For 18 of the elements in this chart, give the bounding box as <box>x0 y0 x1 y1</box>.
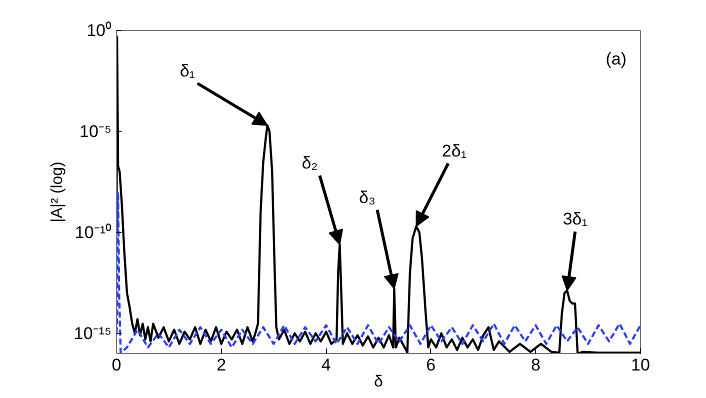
x-axis-title: δ <box>374 374 384 390</box>
y-tick-label: 10⁰ <box>86 21 112 40</box>
x-tick-label: 0 <box>112 356 122 374</box>
annotation: δ₃ <box>359 188 376 207</box>
x-tick-label: 8 <box>530 356 540 374</box>
x-tick-label: 2 <box>216 356 226 374</box>
x-tick-label: 4 <box>321 356 331 374</box>
y-tick-label: 10⁻¹⁰ <box>74 222 112 242</box>
x-tick-label: 6 <box>426 356 436 374</box>
annotation: (a) <box>606 50 627 68</box>
annotation: δ₁ <box>180 61 196 80</box>
x-tick-label: 10 <box>631 356 650 374</box>
annotation: δ₂ <box>302 154 318 173</box>
y-axis-title: |A|² (log) <box>48 162 66 222</box>
annotation: 3δ₁ <box>562 210 588 229</box>
annotation: 2δ₁ <box>442 141 467 160</box>
y-tick-label: 10⁻⁵ <box>80 122 112 141</box>
y-tick-label: 10⁻¹⁵ <box>74 324 112 343</box>
